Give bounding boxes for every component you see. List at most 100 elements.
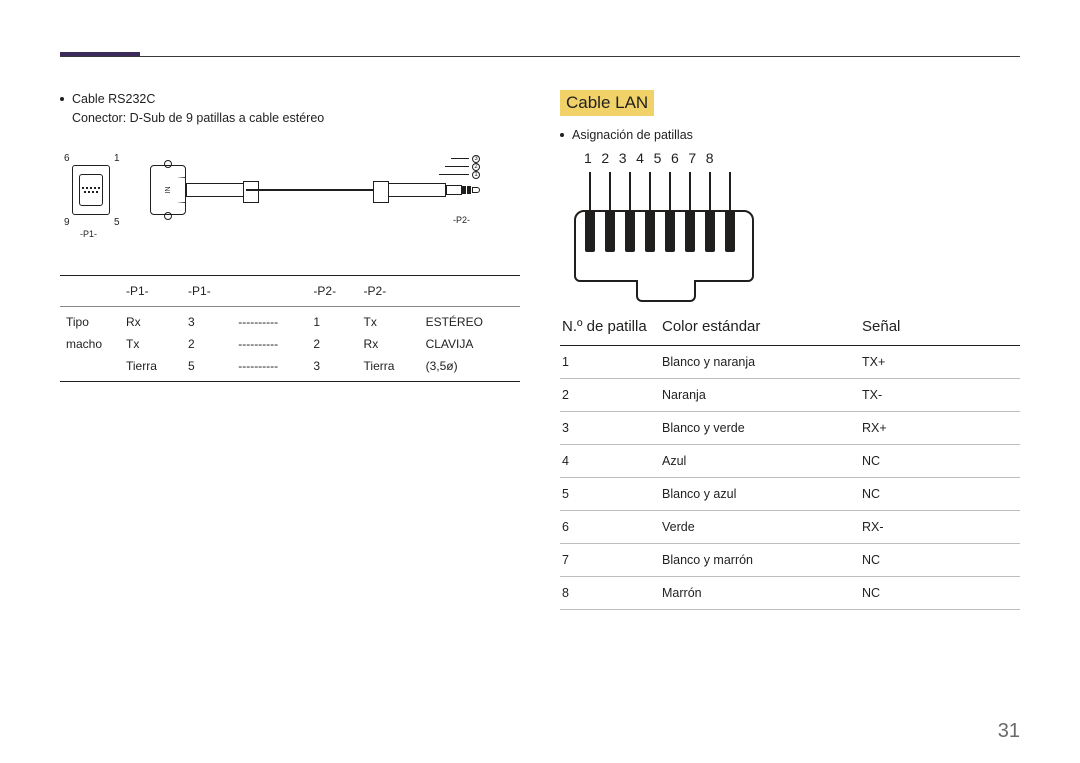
table-row: 3Blanco y verdeRX+ bbox=[560, 411, 1020, 444]
lan-cell: Naranja bbox=[660, 378, 860, 411]
table-row: Tierra5----------3Tierra(3,5ø) bbox=[60, 355, 520, 382]
lan-bullet-text: Asignación de patillas bbox=[572, 126, 693, 145]
table-row: 4AzulNC bbox=[560, 444, 1020, 477]
rs232-cell: ---------- bbox=[232, 306, 307, 333]
lan-cell: NC bbox=[860, 543, 1020, 576]
rs232-h5: -P2- bbox=[358, 275, 420, 306]
table-row: 5Blanco y azulNC bbox=[560, 477, 1020, 510]
table-row: 7Blanco y marrónNC bbox=[560, 543, 1020, 576]
rs232-cell: Tierra bbox=[358, 355, 420, 382]
rs232-cell: ---------- bbox=[232, 333, 307, 355]
rj45-pin-icon bbox=[604, 172, 616, 252]
rj45-diagram: 12345678 bbox=[574, 150, 774, 300]
lan-cell: Verde bbox=[660, 510, 860, 543]
rj45-pin-icon bbox=[684, 172, 696, 252]
lan-cell: NC bbox=[860, 444, 1020, 477]
rs232-cell: Tx bbox=[358, 306, 420, 333]
rj45-pin-number: 8 bbox=[706, 150, 714, 166]
lan-cell: 1 bbox=[560, 345, 660, 378]
lan-table: N.º de patilla Color estándar Señal 1Bla… bbox=[560, 310, 1020, 610]
lan-cell: TX- bbox=[860, 378, 1020, 411]
rj45-pin-number: 3 bbox=[619, 150, 627, 166]
rs232-cell: (3,5ø) bbox=[420, 355, 520, 382]
rs232-cell: 2 bbox=[182, 333, 232, 355]
table-row: machoTx2----------2RxCLAVIJA bbox=[60, 333, 520, 355]
lan-cell: 8 bbox=[560, 576, 660, 609]
rs232-cell: Tx bbox=[120, 333, 182, 355]
rj45-pin-icon bbox=[724, 172, 736, 252]
lan-cell: Blanco y verde bbox=[660, 411, 860, 444]
pin-label-9: 9 bbox=[64, 217, 70, 228]
lan-cell: NC bbox=[860, 477, 1020, 510]
stereo-jack-icon bbox=[446, 181, 480, 199]
rj45-pin-icon bbox=[584, 172, 596, 252]
right-column: Cable LAN Asignación de patillas 1234567… bbox=[560, 90, 1020, 610]
table-row: TipoRx3----------1TxESTÉREO bbox=[60, 306, 520, 333]
lan-h1: N.º de patilla bbox=[560, 310, 660, 346]
table-row: 1Blanco y naranjaTX+ bbox=[560, 345, 1020, 378]
rs232-col0: macho bbox=[60, 333, 120, 355]
lan-cell: RX- bbox=[860, 510, 1020, 543]
rs232-cell: Tierra bbox=[120, 355, 182, 382]
table-row: 8MarrónNC bbox=[560, 576, 1020, 609]
page-columns: Cable RS232C Conector: D-Sub de 9 patill… bbox=[60, 90, 1020, 610]
lan-cell: 3 bbox=[560, 411, 660, 444]
rj45-pin-number: 4 bbox=[636, 150, 644, 166]
dsub-in-label: IN bbox=[150, 177, 186, 203]
rs232-h3 bbox=[232, 275, 307, 306]
rs232-bullet: Cable RS232C bbox=[60, 90, 520, 109]
lan-cell: 4 bbox=[560, 444, 660, 477]
p1-label: -P1- bbox=[80, 229, 97, 239]
lan-cell: 2 bbox=[560, 378, 660, 411]
rj45-pin-number: 6 bbox=[671, 150, 679, 166]
lan-cell: Marrón bbox=[660, 576, 860, 609]
table-row: 6VerdeRX- bbox=[560, 510, 1020, 543]
left-column: Cable RS232C Conector: D-Sub de 9 patill… bbox=[60, 90, 520, 610]
rj45-pin-icon bbox=[664, 172, 676, 252]
lan-cell: 7 bbox=[560, 543, 660, 576]
lan-h3: Señal bbox=[860, 310, 1020, 346]
rs232-cell: Rx bbox=[120, 306, 182, 333]
lan-cell: Blanco y naranja bbox=[660, 345, 860, 378]
rs232-h4: -P2- bbox=[307, 275, 357, 306]
rs232-h1: -P1- bbox=[120, 275, 182, 306]
rj45-pin-icon bbox=[644, 172, 656, 252]
rj45-pin-number: 2 bbox=[601, 150, 609, 166]
bullet-icon bbox=[60, 97, 64, 101]
rs232-cell: 5 bbox=[182, 355, 232, 382]
lan-bullet: Asignación de patillas bbox=[560, 126, 1020, 145]
p2-label: -P2- bbox=[453, 215, 470, 225]
rs232-subline: Conector: D-Sub de 9 patillas a cable es… bbox=[60, 111, 520, 125]
rs232-cell: Rx bbox=[358, 333, 420, 355]
rs232-bullet-text: Cable RS232C bbox=[72, 90, 155, 109]
dsub-front-icon bbox=[72, 165, 110, 215]
lan-cell: Blanco y azul bbox=[660, 477, 860, 510]
lan-cell: 6 bbox=[560, 510, 660, 543]
rs232-col0: Tipo bbox=[60, 306, 120, 333]
lan-header-row: N.º de patilla Color estándar Señal bbox=[560, 310, 1020, 346]
rj45-pin-numbers: 12345678 bbox=[574, 150, 774, 166]
dsub-side-icon: IN bbox=[150, 165, 186, 215]
rj45-pin-number: 7 bbox=[688, 150, 696, 166]
pin-label-6: 6 bbox=[64, 153, 70, 164]
bullet-icon bbox=[560, 133, 564, 137]
rs232-cell: ESTÉREO bbox=[420, 306, 520, 333]
rs232-header-row: -P1- -P1- -P2- -P2- bbox=[60, 275, 520, 306]
page-number: 31 bbox=[998, 720, 1020, 743]
table-row: 2NaranjaTX- bbox=[560, 378, 1020, 411]
pin-label-1: 1 bbox=[114, 153, 120, 164]
rj45-pin-icon bbox=[624, 172, 636, 252]
rs232-h2: -P1- bbox=[182, 275, 232, 306]
rs232-cell: 2 bbox=[307, 333, 357, 355]
rs232-cell: ---------- bbox=[232, 355, 307, 382]
jack-lead-labels: 3 2 1 bbox=[439, 155, 480, 179]
rs232-cell: 3 bbox=[307, 355, 357, 382]
rs232-cell: 3 bbox=[182, 306, 232, 333]
rs232-diagram: 6 1 9 5 -P1- IN bbox=[60, 135, 490, 265]
lan-heading: Cable LAN bbox=[560, 90, 654, 116]
rs232-table: -P1- -P1- -P2- -P2- TipoRx3----------1Tx… bbox=[60, 275, 520, 382]
rj45-pins bbox=[584, 172, 736, 252]
rs232-h6 bbox=[420, 275, 520, 306]
cable-body-icon bbox=[186, 183, 446, 197]
rj45-pin-number: 1 bbox=[584, 150, 592, 166]
